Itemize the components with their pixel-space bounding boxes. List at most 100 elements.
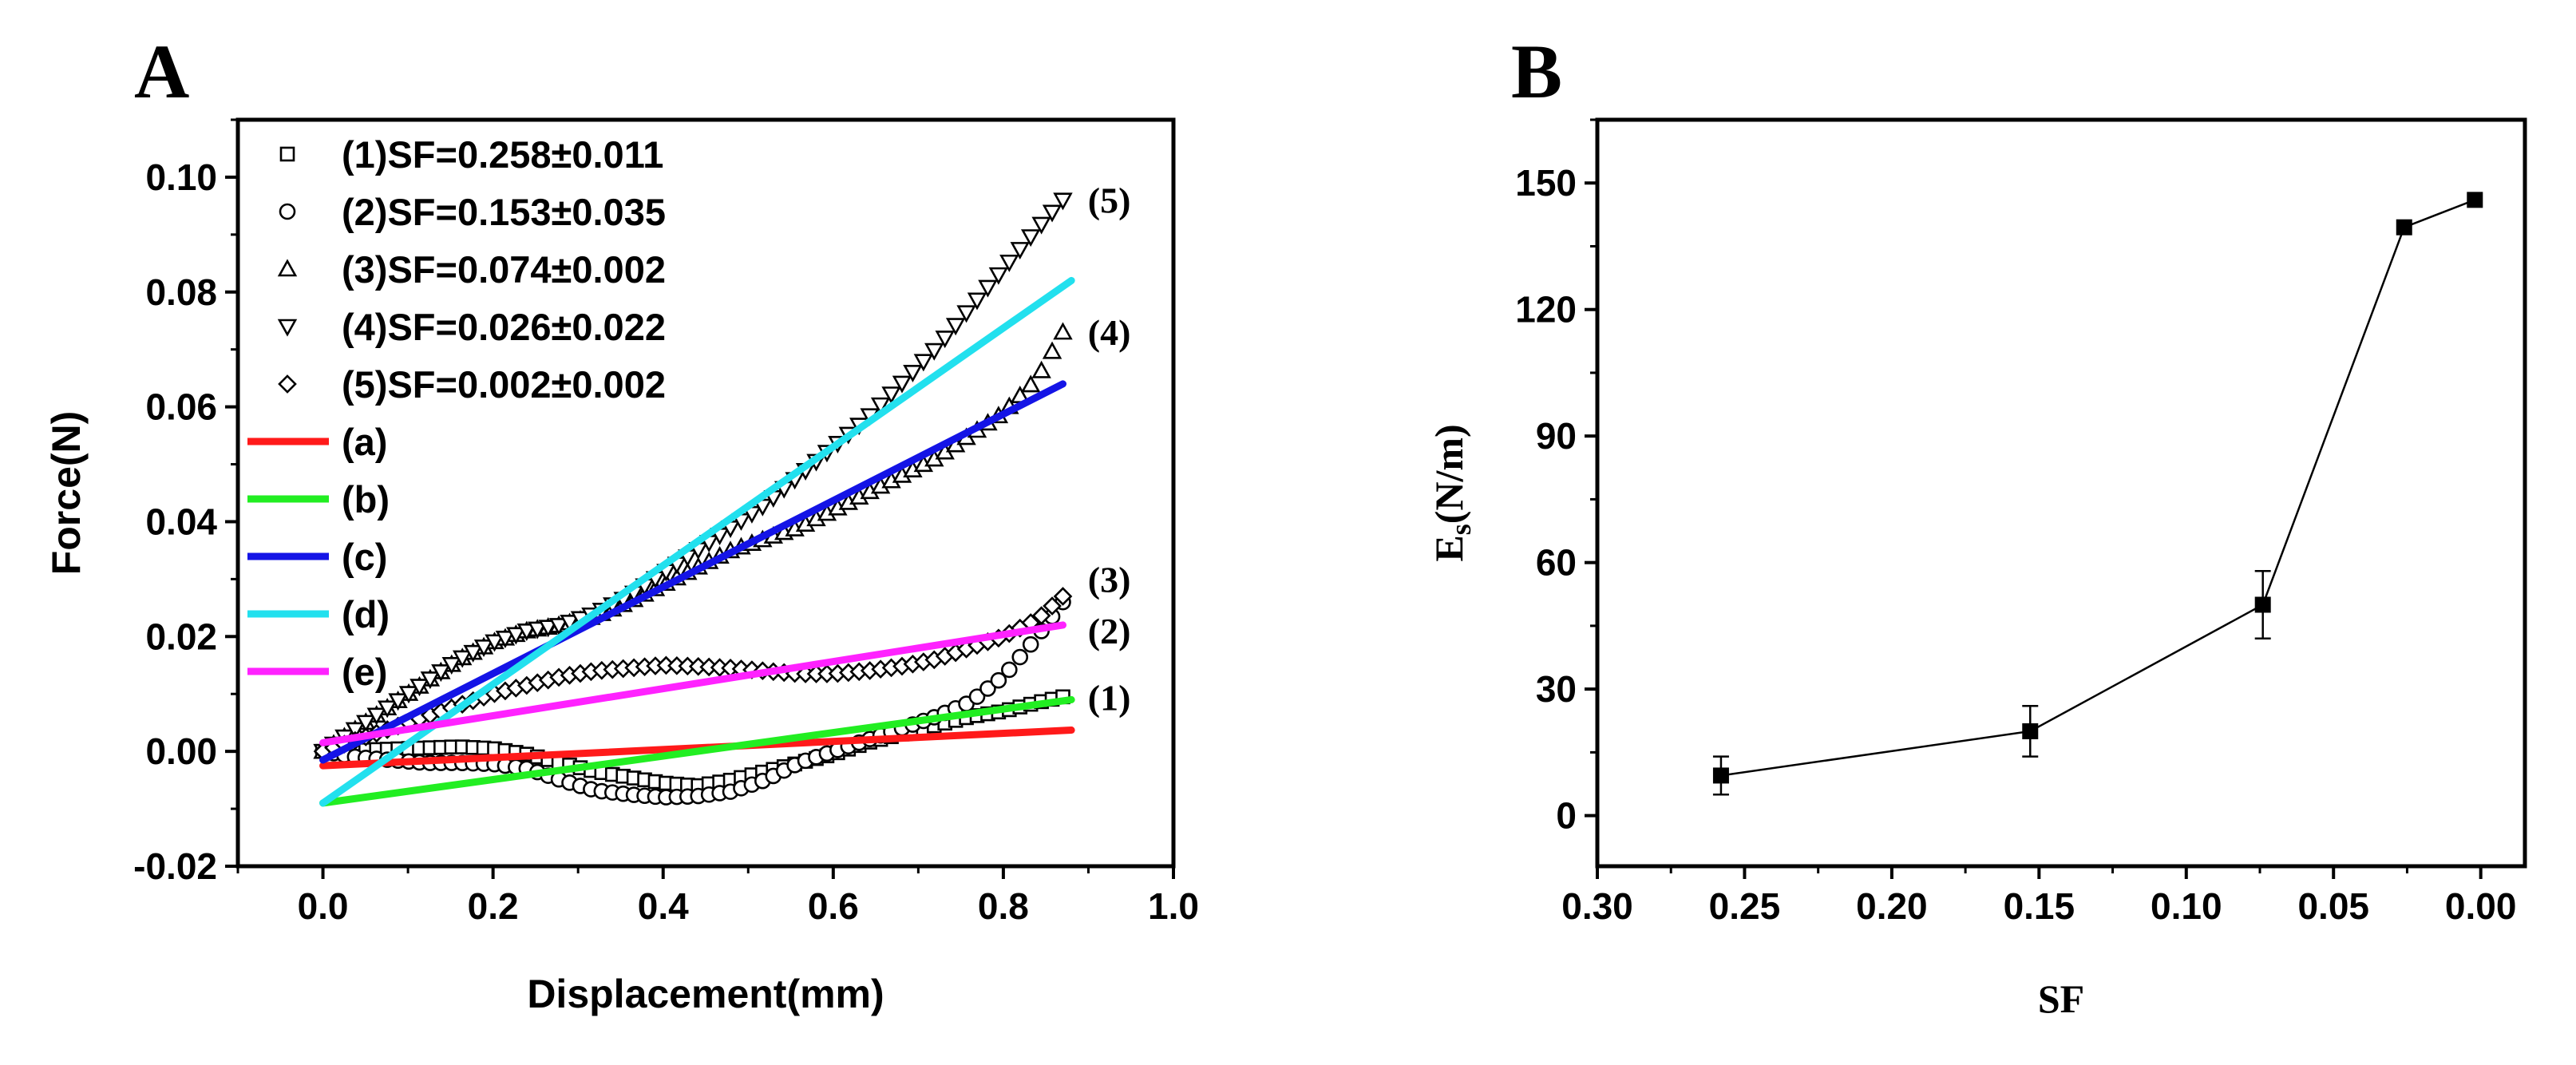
- y-tick-label: 0: [1556, 795, 1577, 837]
- panel-b-letter: B: [1511, 29, 1562, 114]
- data-point-s4: [388, 693, 408, 711]
- panel-b-y-axis-title: Es(N/m): [1426, 424, 1477, 561]
- data-point-s3: [1020, 374, 1041, 393]
- panel-b-tick-labels: 0.30 0.25 0.20 0.15 0.10 0.05 0.00 0 30 60 90 120 15…: [1515, 162, 2516, 927]
- data-point-s4: [528, 621, 548, 639]
- legend-marker-s5: [278, 374, 297, 394]
- panel-a-ticks: [225, 118, 1175, 879]
- data-point-s4: [913, 354, 934, 372]
- data-point-s4: [516, 623, 537, 641]
- x-tick-label: 0.25: [1709, 885, 1781, 927]
- panel-a-plot-frame: [235, 117, 1176, 869]
- x-tick-label: 0.10: [2151, 885, 2222, 927]
- x-tick-label: 0.05: [2297, 885, 2369, 927]
- y-tick-label: 0.04: [145, 501, 217, 542]
- legend-label-s2: (2)SF=0.153±0.035: [342, 191, 666, 233]
- panel-a-x-axis-title: Displacement(mm): [527, 972, 884, 1016]
- y-tick-label: 0.02: [145, 616, 217, 657]
- legend-label-s1: (1)SF=0.258±0.011: [342, 133, 663, 176]
- x-tick-label: 1.0: [1148, 885, 1199, 927]
- data-point-s4: [1010, 242, 1030, 260]
- panel-a-tick-labels: 0.0 0.2 0.4 0.6 0.8 1.0 -0.02 0.00 0.02 0.04 0.06 0…: [133, 156, 1199, 927]
- x-tick-label: 0.6: [808, 885, 859, 927]
- scatter-series-s5: [313, 587, 1073, 761]
- y-tick-label: 120: [1515, 289, 1577, 331]
- data-point-s4: [935, 331, 955, 349]
- legend-label-s3: (3)SF=0.074±0.002: [342, 248, 666, 291]
- x-tick-label: 0.0: [298, 885, 349, 927]
- legend-marker-s2: [279, 203, 296, 220]
- curve-label-s3: (3): [1088, 559, 1131, 600]
- data-point-s4: [1053, 192, 1073, 211]
- data-point-s4: [377, 700, 398, 719]
- fit-line-e: [319, 621, 1066, 746]
- panel-a: A 0.0 0.2 0.4 0.6 0.8 1.0-0.020.000.020.040.0…: [44, 29, 1199, 1016]
- data-point-s4: [420, 671, 441, 690]
- panel-a-curve-labels: (1) (2) (3) (4) (5): [1088, 180, 1131, 719]
- data-point-s4: [463, 644, 483, 663]
- x-tick-label: 0.15: [2004, 885, 2075, 927]
- data-point-s4: [1042, 204, 1062, 223]
- y-tick-label: -0.02: [133, 845, 217, 887]
- legend-label-s4: (4)SF=0.026±0.022: [342, 306, 666, 348]
- x-tick-label: 0.20: [1856, 885, 1928, 927]
- panel-b-data: [1712, 192, 2483, 796]
- data-point-s4: [366, 707, 386, 726]
- legend-label-c: (c): [342, 536, 387, 578]
- data-point-s5: [1053, 587, 1073, 606]
- data-point-s3: [1031, 360, 1051, 378]
- data-point-s4: [485, 634, 505, 652]
- y-tick-label: 90: [1536, 415, 1577, 457]
- data-point-s4: [924, 342, 944, 361]
- data-point-s4: [410, 679, 429, 697]
- y-tick-label: 0.08: [145, 271, 217, 313]
- data-point-s5: [1043, 596, 1062, 616]
- y-tick-label: 0.10: [145, 156, 217, 198]
- data-point-s4: [956, 305, 976, 323]
- legend-label-s5: (5)SF=0.002±0.002: [342, 363, 666, 406]
- panel-a-legend: (1)SF=0.258±0.011 (2)SF=0.153±0.035 (3)SF=…: [247, 133, 666, 693]
- x-tick-label: 0.8: [978, 885, 1029, 927]
- data-point-s4: [441, 657, 461, 675]
- data-point-s4: [560, 615, 580, 633]
- data-point-s4: [870, 397, 891, 415]
- x-tick-label: 0.4: [638, 885, 689, 927]
- x-tick-label: 0.00: [2445, 885, 2517, 927]
- data-point: [2396, 219, 2412, 236]
- data-point-s2: [968, 688, 986, 705]
- panel-a-fit-lines: [319, 276, 1075, 807]
- data-point: [2467, 192, 2483, 208]
- data-point-s4: [892, 375, 912, 394]
- legend-marker-s3: [277, 259, 298, 277]
- data-point-s4: [398, 686, 419, 704]
- data-point-s4: [473, 639, 494, 658]
- data-point-s3: [1053, 322, 1073, 340]
- legend-marker-s1: [279, 146, 295, 162]
- y-tick-label: 0.06: [145, 386, 217, 428]
- y-tick-label: 30: [1536, 668, 1577, 710]
- data-point-s4: [945, 318, 966, 336]
- data-point-s4: [548, 618, 569, 636]
- legend-label-d: (d): [342, 593, 390, 635]
- data-point-s4: [452, 650, 473, 668]
- data-point-s4: [967, 292, 987, 311]
- data-point-s4: [1031, 216, 1051, 235]
- data-point: [1712, 767, 1729, 784]
- panel-b-y-axis-title-subscript: s: [1445, 524, 1477, 535]
- data-point-s2: [1022, 635, 1039, 653]
- panel-b-plot-frame: [1595, 117, 2527, 869]
- data-point-s2: [979, 680, 996, 697]
- legend-label-e: (e): [342, 651, 387, 693]
- data-point-s4: [903, 365, 923, 382]
- legend-marker-s4: [277, 319, 298, 337]
- curve-label-s4: (4): [1088, 312, 1131, 353]
- data-point-s3: [1042, 341, 1062, 359]
- panel-b-y-axis-title-units: (N/m): [1426, 424, 1471, 524]
- data-point-s4: [1020, 229, 1041, 247]
- panel-b-x-axis-title: SF: [2038, 976, 2084, 1021]
- data-point-s2: [990, 671, 1007, 689]
- panel-b-ticks: [1585, 118, 2483, 879]
- data-point-s4: [988, 267, 1009, 285]
- x-tick-label: 0.2: [468, 885, 519, 927]
